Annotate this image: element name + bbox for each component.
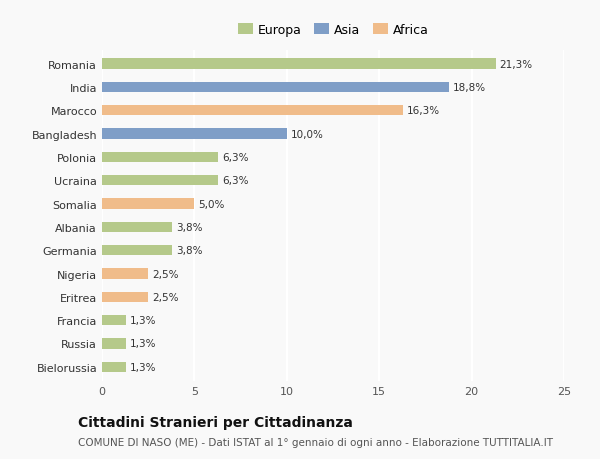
Legend: Europa, Asia, Africa: Europa, Asia, Africa	[238, 24, 428, 37]
Bar	[102, 362, 126, 372]
Bar	[102, 315, 126, 326]
Text: 3,8%: 3,8%	[176, 246, 202, 256]
Text: 2,5%: 2,5%	[152, 292, 178, 302]
Text: 1,3%: 1,3%	[130, 362, 156, 372]
Bar	[102, 269, 148, 279]
Text: COMUNE DI NASO (ME) - Dati ISTAT al 1° gennaio di ogni anno - Elaborazione TUTTI: COMUNE DI NASO (ME) - Dati ISTAT al 1° g…	[78, 437, 553, 447]
Text: Cittadini Stranieri per Cittadinanza: Cittadini Stranieri per Cittadinanza	[78, 415, 353, 429]
Bar	[102, 176, 218, 186]
Bar	[102, 199, 194, 209]
Bar	[102, 152, 218, 163]
Bar	[102, 106, 403, 116]
Bar	[102, 129, 287, 140]
Text: 18,8%: 18,8%	[453, 83, 486, 93]
Bar	[102, 292, 148, 302]
Bar	[102, 222, 172, 233]
Text: 5,0%: 5,0%	[198, 199, 224, 209]
Bar	[102, 338, 126, 349]
Text: 16,3%: 16,3%	[407, 106, 440, 116]
Bar	[102, 246, 172, 256]
Bar	[102, 59, 496, 70]
Text: 6,3%: 6,3%	[222, 152, 248, 162]
Text: 2,5%: 2,5%	[152, 269, 178, 279]
Text: 1,3%: 1,3%	[130, 315, 156, 325]
Text: 6,3%: 6,3%	[222, 176, 248, 186]
Text: 21,3%: 21,3%	[499, 60, 532, 69]
Bar	[102, 83, 449, 93]
Text: 3,8%: 3,8%	[176, 222, 202, 232]
Text: 10,0%: 10,0%	[290, 129, 323, 139]
Text: 1,3%: 1,3%	[130, 339, 156, 349]
